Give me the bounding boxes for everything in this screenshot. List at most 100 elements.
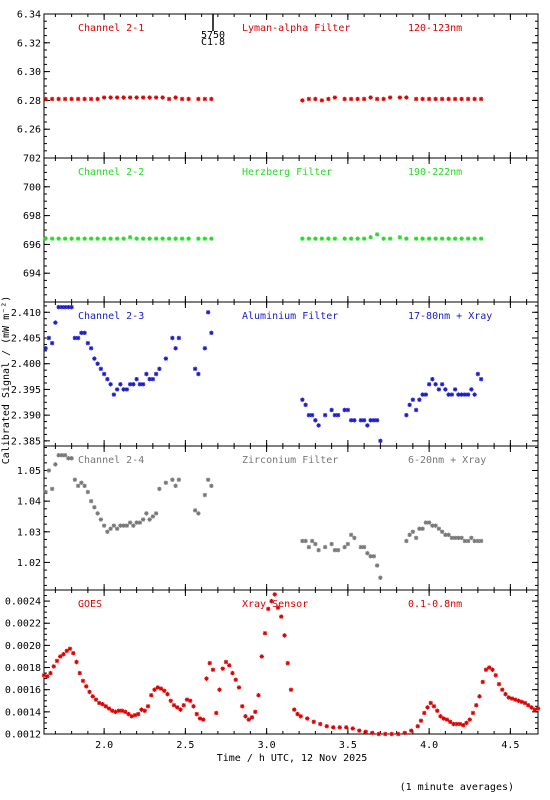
data-point: [46, 335, 52, 341]
y-tick-label: 2.410: [11, 308, 41, 319]
data-point: [163, 480, 169, 485]
data-point: [56, 452, 61, 458]
data-point: [62, 452, 68, 458]
data-point: [322, 544, 328, 550]
data-point: [101, 371, 107, 377]
y-tick-label: 6.26: [17, 125, 41, 136]
data-point: [477, 694, 482, 699]
y-tick-label: 6.30: [17, 67, 41, 78]
data-point: [75, 483, 81, 489]
data-point: [88, 236, 94, 241]
data-point: [300, 236, 305, 241]
data-point: [85, 340, 91, 346]
data-point: [374, 418, 380, 423]
data-point: [54, 658, 60, 664]
data-point: [227, 663, 232, 668]
data-point: [368, 418, 373, 423]
data-point: [201, 717, 206, 722]
data-point: [457, 721, 463, 727]
data-point: [475, 538, 481, 544]
data-point: [114, 387, 120, 392]
data-point: [313, 236, 318, 241]
data-point: [465, 392, 471, 397]
data-point: [202, 492, 208, 498]
y-tick-label: 0.0016: [5, 685, 41, 696]
data-point: [66, 304, 71, 310]
filter-label: Aluminium Filter: [242, 311, 338, 322]
data-point: [214, 710, 219, 716]
data-point: [41, 673, 47, 678]
data-point: [306, 412, 312, 418]
data-point: [319, 236, 325, 241]
y-tick-label: 0.0014: [5, 707, 41, 718]
data-point: [335, 547, 341, 553]
data-point: [303, 402, 308, 408]
panel-4: 1.02 1.03 1.04 1.05 Channel 2-4 Zirconium Fil…: [17, 445, 539, 591]
data-point: [158, 686, 164, 691]
data-point: [500, 687, 505, 692]
data-point: [61, 652, 66, 657]
data-point: [77, 670, 82, 676]
data-point: [441, 716, 446, 721]
data-point: [210, 667, 216, 672]
data-point: [404, 95, 409, 100]
data-point: [269, 598, 274, 604]
data-point: [295, 711, 300, 717]
data-point: [118, 382, 123, 387]
data-point: [478, 538, 484, 544]
data-point: [449, 392, 455, 397]
data-point: [131, 523, 136, 528]
data-point: [443, 387, 448, 392]
data-point: [387, 236, 393, 241]
data-point: [178, 707, 183, 712]
data-point: [101, 95, 107, 100]
data-point: [72, 335, 78, 341]
data-point: [168, 698, 173, 703]
data-point: [134, 95, 139, 100]
data-point: [428, 700, 433, 706]
data-point: [422, 710, 427, 716]
data-point: [472, 538, 477, 544]
y-tick-label: 0.0018: [5, 663, 41, 674]
data-point: [126, 711, 131, 717]
flare-marker: 5750 C1.8: [201, 14, 225, 48]
data-point: [157, 486, 162, 492]
data-point: [82, 483, 87, 489]
y-tick-label: 6.32: [17, 38, 41, 49]
data-point: [410, 529, 416, 534]
data-point: [420, 392, 425, 397]
data-point: [43, 489, 48, 495]
data-point: [205, 477, 211, 482]
data-point: [503, 691, 508, 697]
data-point: [101, 523, 107, 528]
data-point: [80, 678, 86, 684]
data-point: [82, 330, 87, 336]
filter-label: Lyman-alpha Filter: [242, 23, 350, 34]
data-point: [452, 535, 458, 541]
data-point: [478, 376, 484, 382]
data-point: [387, 95, 393, 100]
data-point: [358, 544, 364, 550]
data-point: [324, 724, 329, 729]
data-point: [433, 96, 438, 102]
data-point: [150, 376, 156, 382]
data-point: [438, 714, 443, 719]
data-point: [97, 700, 102, 706]
data-point: [371, 554, 377, 559]
data-point: [69, 236, 74, 241]
data-point: [381, 96, 386, 102]
data-point: [332, 236, 338, 241]
data-point: [67, 646, 73, 651]
panel-3: 2.385 2.390 2.395 2.400 2.405 2.410 Channel 2-…: [11, 301, 539, 447]
data-point: [436, 387, 442, 392]
data-point: [51, 664, 56, 669]
data-point: [153, 236, 159, 241]
data-point: [75, 335, 81, 341]
data-point: [300, 397, 305, 402]
panel-5: 0.0012 0.0014 0.0016 0.0018 0.0020 0.0022 0.00…: [5, 589, 541, 741]
data-point: [348, 532, 354, 538]
data-point: [332, 412, 338, 418]
data-point: [59, 304, 65, 310]
data-point: [464, 720, 469, 726]
chart-panels: 6.26 6.28 6.30 6.32 6.34 Channel 2-1 Lyman-alp…: [5, 10, 541, 741]
